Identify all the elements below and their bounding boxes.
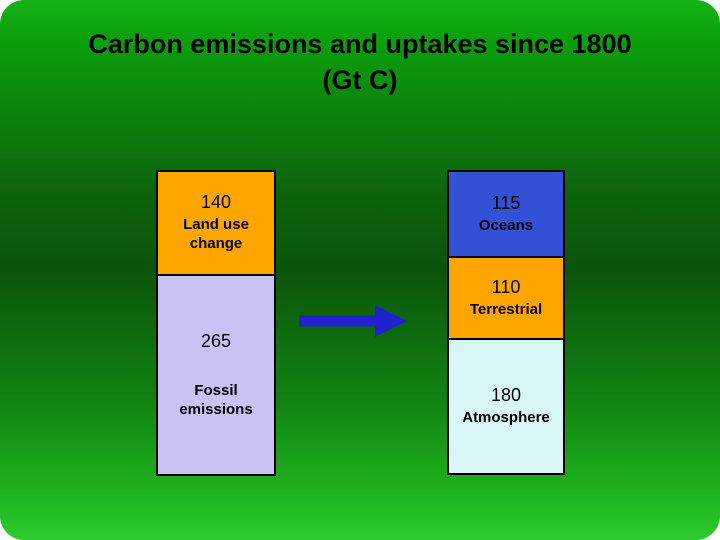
oceans-value: 115 — [491, 192, 521, 213]
segment-atmosphere: 180 Atmosphere — [447, 338, 565, 475]
uptakes-bar: 115 Oceans 110 Terrestrial 180 Atmospher… — [447, 170, 565, 475]
land-use-change-value: 140 — [200, 192, 232, 213]
atmosphere-label: Atmosphere — [462, 409, 550, 427]
segment-terrestrial: 110 Terrestrial — [447, 256, 565, 340]
segment-oceans: 115 Oceans — [447, 170, 565, 258]
slide-title-line2: (Gt C) — [322, 65, 398, 96]
segment-land-use-change: 140 Land use change — [156, 170, 276, 276]
slide-title-line1: Carbon emissions and uptakes since 1800 — [88, 29, 632, 59]
flow-arrow-icon — [299, 305, 407, 337]
emissions-bar: 140 Land use change 265 Fossil emissions — [156, 170, 276, 476]
atmosphere-value: 180 — [490, 385, 522, 406]
fossil-emissions-label: Fossil emissions — [179, 381, 253, 418]
slide-title: Carbon emissions and uptakes since 1800 … — [0, 26, 720, 99]
terrestrial-label: Terrestrial — [469, 300, 543, 318]
terrestrial-value: 110 — [491, 276, 521, 297]
land-use-change-label: Land use change — [183, 216, 249, 252]
fossil-emissions-value: 265 — [200, 330, 232, 351]
oceans-label: Oceans — [478, 216, 534, 234]
segment-fossil-emissions: 265 Fossil emissions — [156, 274, 276, 476]
